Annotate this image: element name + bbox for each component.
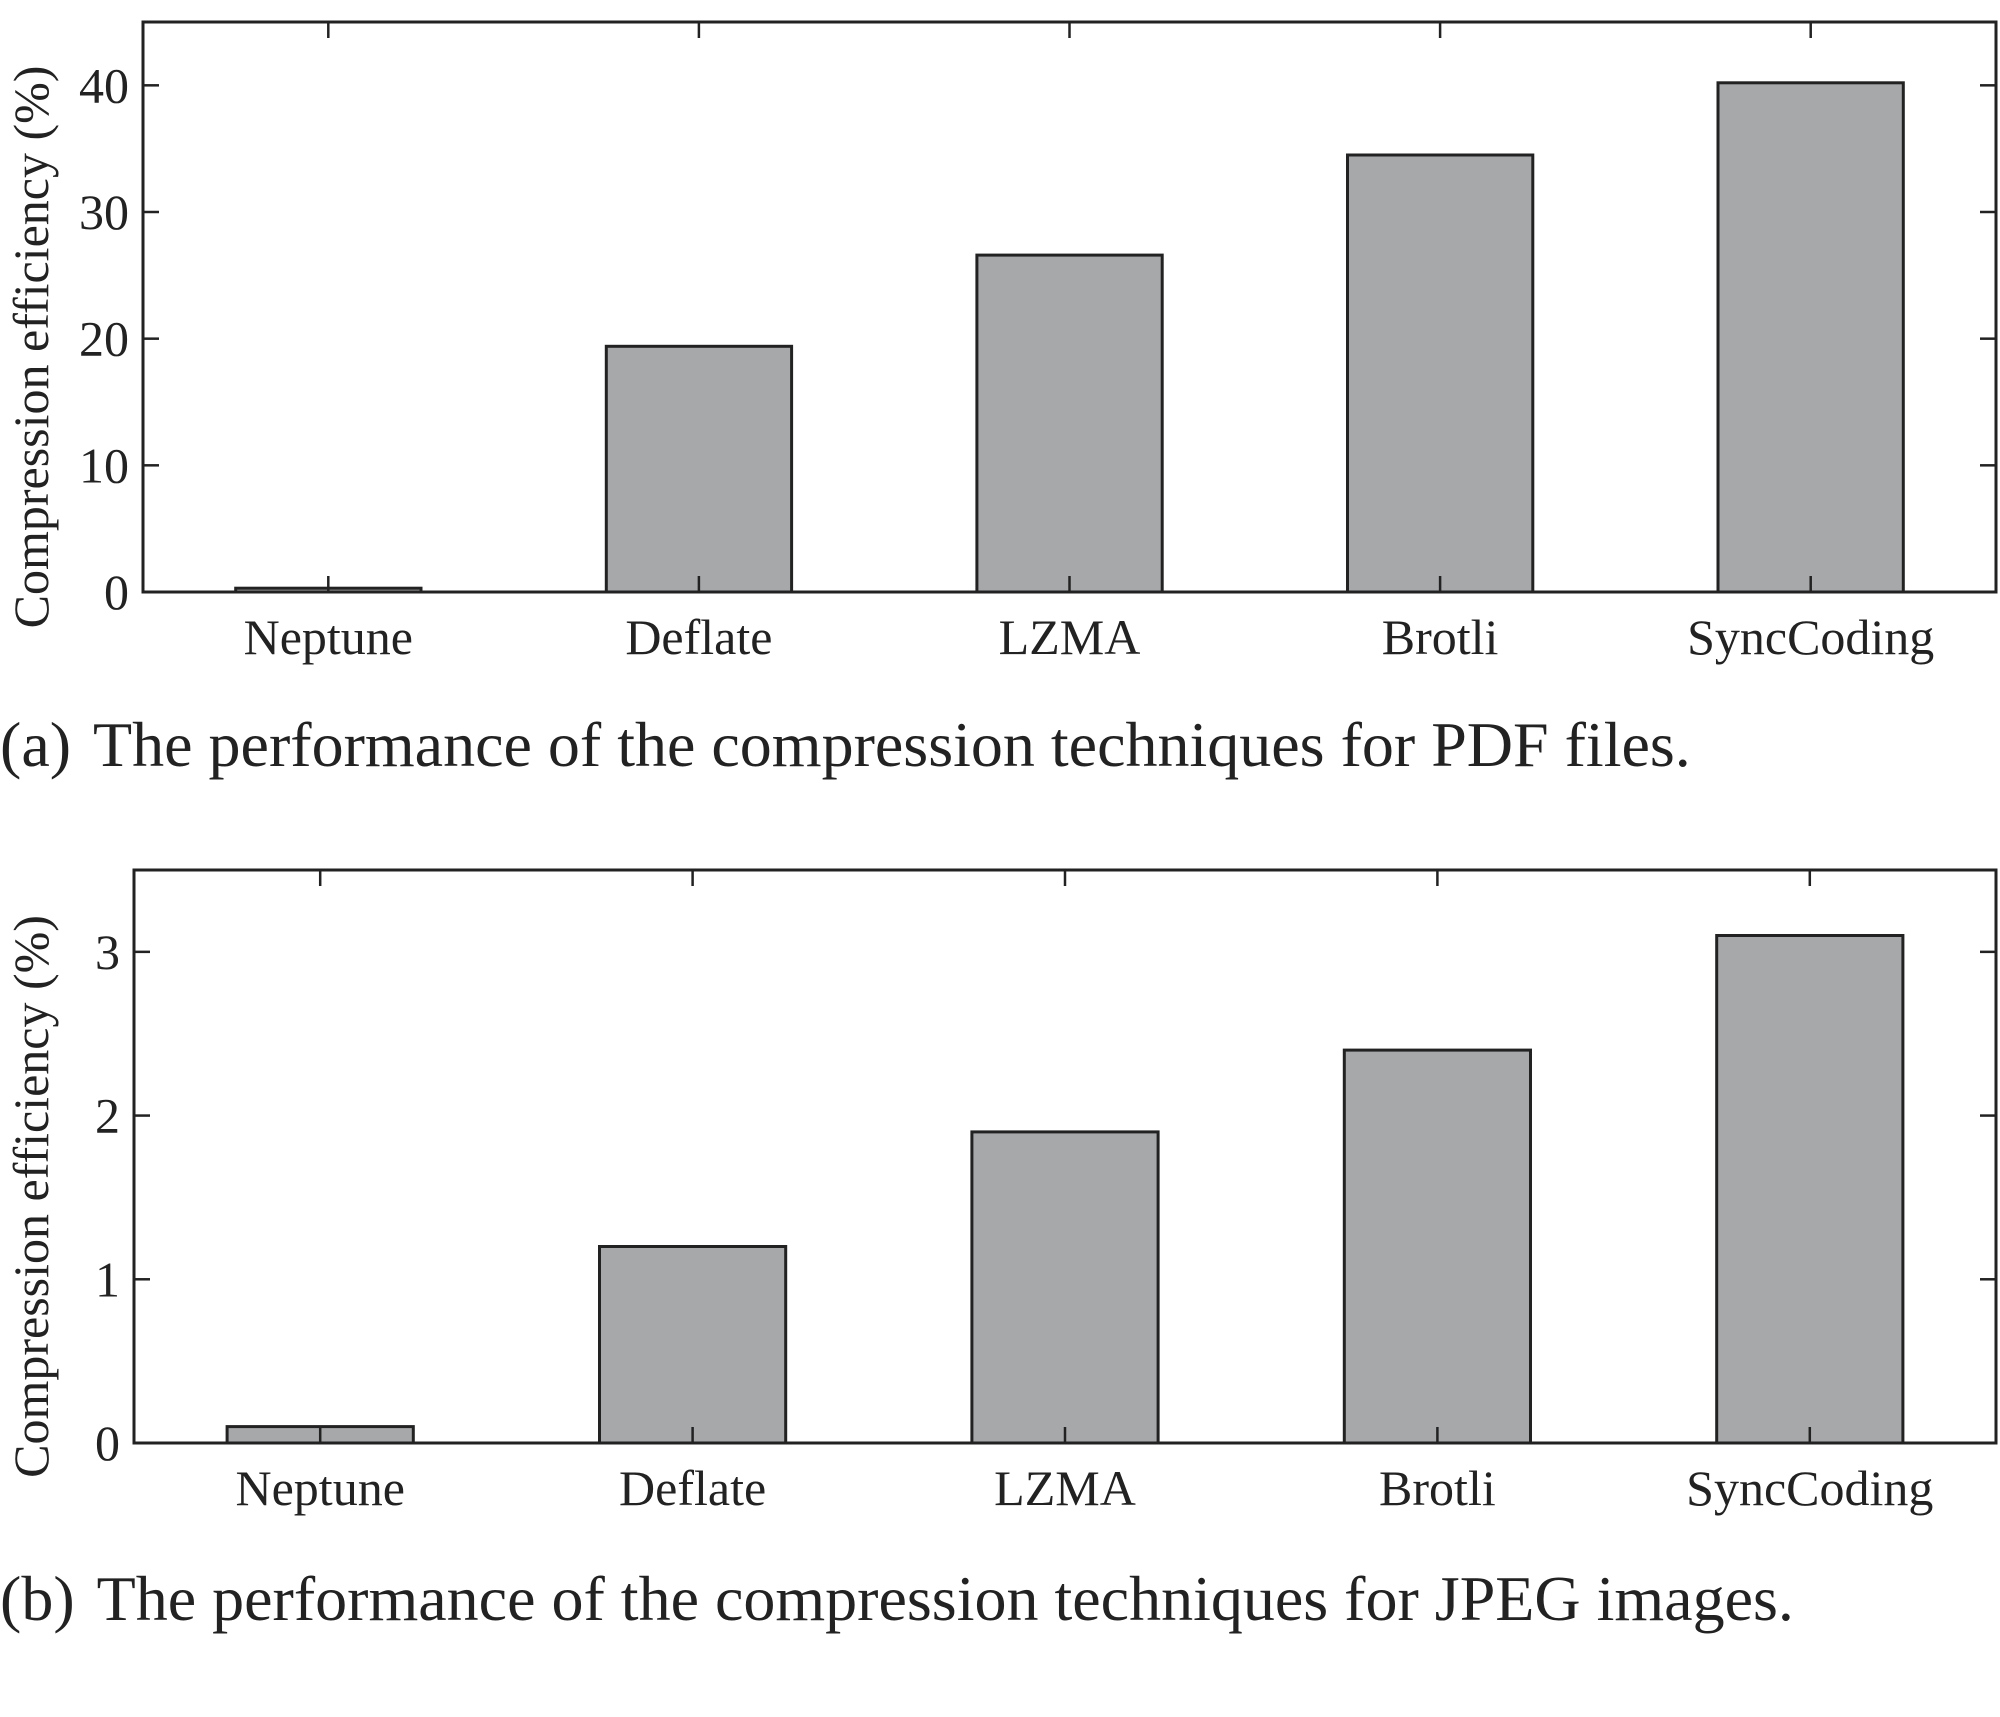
x-tick-label-brotli: Brotli [1382,609,1499,665]
y-axis-label: Compression efficiency (%) [3,915,59,1478]
y-tick-label: 20 [79,311,129,367]
bar-deflate [598,1245,788,1445]
bar-brotli [1346,153,1535,594]
chart-panel-a: Neptune Deflate LZMA Brotli SyncCoding 0 10 20 3… [3,20,1998,665]
y-tick-label: 0 [95,1415,120,1471]
x-tick-label-lzma: LZMA [999,609,1141,665]
bar-lzma [975,253,1164,594]
x-tick-label-neptune: Neptune [244,609,413,665]
bar-lzma [970,1130,1160,1445]
caption-b: (b) The performance of the compression te… [0,1560,1998,1638]
bar-brotli [1342,1048,1533,1445]
y-tick-label: 2 [95,1088,120,1144]
y-tick-label: 1 [95,1251,120,1307]
y-tick-label: 0 [104,564,129,620]
x-tick-label-deflate: Deflate [619,1460,766,1516]
y-tick-label: 3 [95,924,120,980]
bar-deflate [604,344,794,594]
x-tick-label-synccoding: SyncCoding [1686,1460,1933,1516]
caption-a: (a) The performance of the compression te… [0,705,2000,785]
caption-a-label: (a) [0,709,72,780]
y-tick-label: 10 [79,437,129,493]
caption-a-text: The performance of the compression techn… [93,709,1691,780]
y-axis-label: Compression efficiency (%) [3,66,59,629]
y-tick-label: 40 [79,57,129,113]
x-tick-label-brotli: Brotli [1379,1460,1496,1516]
caption-b-text: The performance of the compression techn… [96,1563,1794,1634]
caption-b-label: (b) [0,1563,75,1634]
x-tick-label-synccoding: SyncCoding [1687,609,1934,665]
y-tick-label: 30 [79,184,129,240]
x-tick-label-deflate: Deflate [625,609,772,665]
bar-synccoding [1716,81,1905,594]
x-tick-label-neptune: Neptune [236,1460,405,1516]
x-tick-label-lzma: LZMA [994,1460,1136,1516]
chart-panel-b: Neptune Deflate LZMA Brotli SyncCoding 0 1 2 3 Co… [3,868,1998,1516]
bar-synccoding [1715,934,1905,1445]
